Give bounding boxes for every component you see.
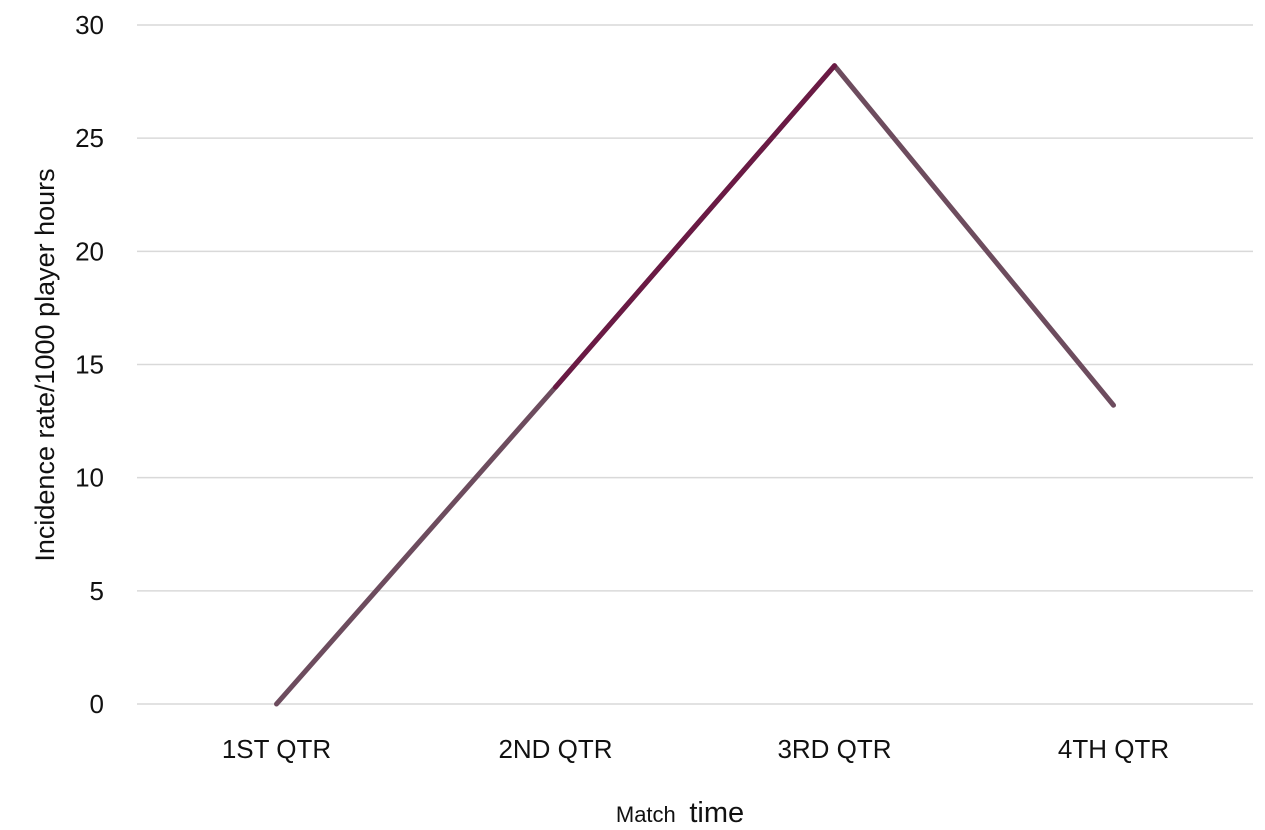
series-line-segment	[274, 384, 558, 707]
y-tick-label: 25	[75, 123, 104, 153]
y-axis-title: Incidence rate/1000 player hours	[30, 168, 60, 561]
x-tick-label: 4TH QTR	[1058, 734, 1169, 764]
y-tick-label: 10	[75, 463, 104, 493]
gridlines	[137, 24, 1253, 705]
series-line-segment	[832, 63, 1116, 408]
x-tick-label: 1ST QTR	[222, 734, 331, 764]
x-axis-ticks: 1ST QTR 2ND QTR 3RD QTR 4TH QTR	[222, 734, 1169, 764]
y-tick-label: 30	[75, 10, 104, 40]
x-axis-title-part: Match	[616, 802, 676, 827]
x-axis-title: Match time	[616, 797, 744, 829]
series-line-highlight	[553, 63, 837, 390]
y-tick-label: 5	[90, 576, 104, 606]
series-lines	[274, 63, 1116, 707]
y-axis-ticks: 0 5 10 15 20 25 30	[75, 10, 104, 719]
y-tick-label: 0	[90, 689, 104, 719]
x-axis-title-part: time	[689, 797, 744, 829]
x-tick-label: 3RD QTR	[777, 734, 891, 764]
y-tick-label: 15	[75, 350, 104, 380]
x-tick-label: 2ND QTR	[498, 734, 612, 764]
y-tick-label: 20	[75, 236, 104, 266]
